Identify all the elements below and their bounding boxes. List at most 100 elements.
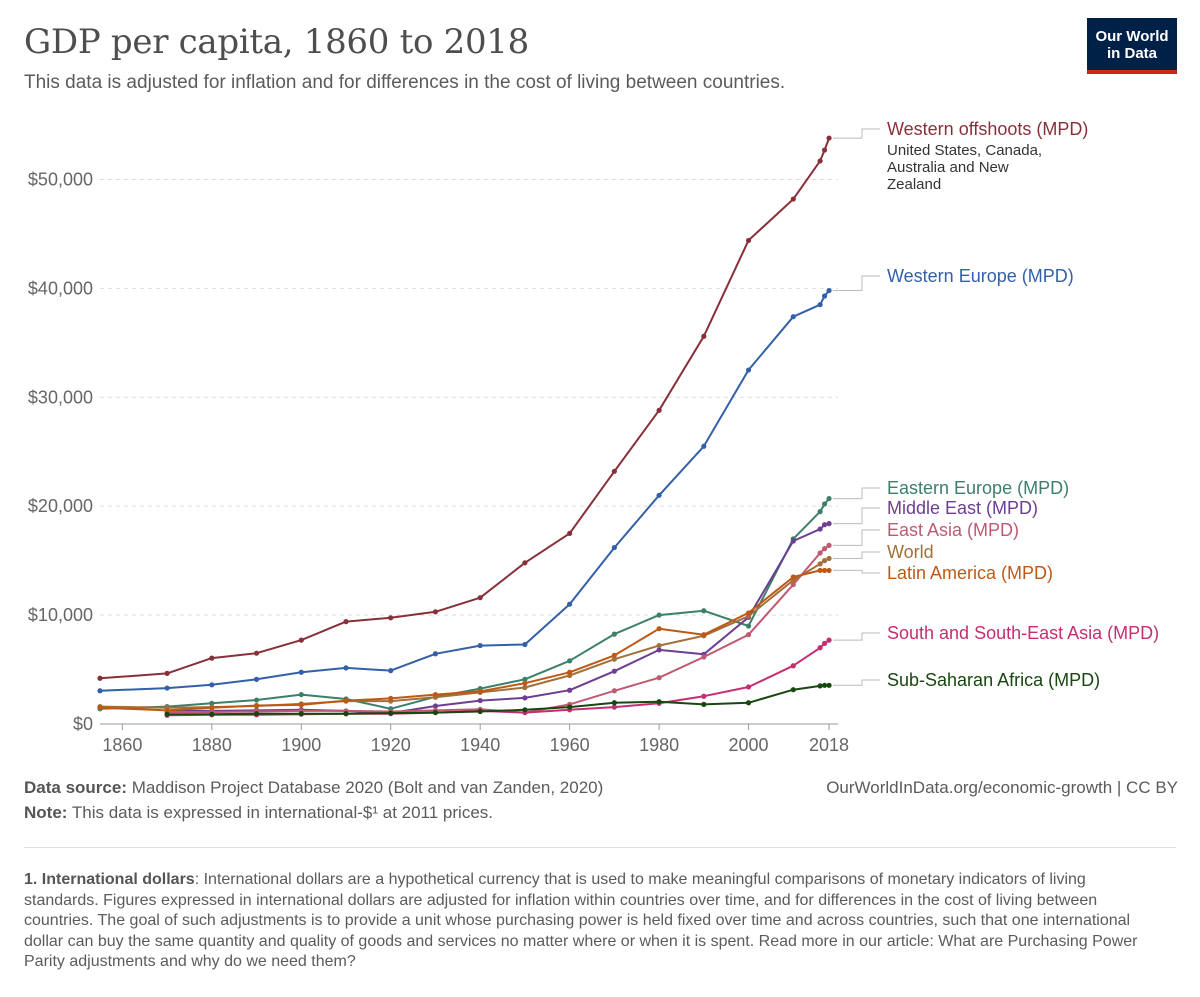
data-point	[209, 655, 215, 661]
x-tick-label: 1900	[281, 735, 321, 755]
data-point	[826, 521, 832, 527]
logo-line-2: in Data	[1106, 45, 1157, 62]
data-point	[611, 631, 617, 637]
x-tick-label: 1940	[460, 735, 500, 755]
data-point	[745, 700, 752, 706]
footnote-text: : International dollars are a hypothetic…	[24, 871, 1138, 970]
data-point	[821, 640, 828, 647]
data-point	[298, 711, 304, 717]
data-point	[522, 680, 528, 686]
data-point	[745, 610, 752, 616]
data-point	[97, 688, 103, 694]
x-tick-label: 1860	[102, 735, 142, 755]
data-point	[477, 642, 483, 649]
data-point	[790, 574, 796, 580]
data-point	[298, 691, 304, 698]
series-line	[99, 497, 830, 710]
data-point	[656, 626, 662, 632]
data-point	[817, 561, 823, 567]
data-point	[817, 526, 823, 532]
data-point	[388, 695, 394, 702]
data-point	[567, 669, 573, 675]
data-point	[343, 619, 349, 625]
data-point	[790, 663, 796, 669]
owid-logo[interactable]: Our World in Data	[1087, 18, 1177, 74]
data-point	[522, 641, 528, 648]
series-sublabel: Australia and New	[887, 159, 1009, 176]
data-point	[253, 650, 260, 656]
series-label: East Asia (MPD)	[887, 520, 1019, 540]
data-point	[611, 544, 617, 551]
data-point	[164, 707, 170, 713]
data-point	[656, 407, 662, 413]
chart-note: Note: This data is expressed in internat…	[24, 803, 493, 823]
data-point	[826, 567, 832, 574]
footnote-label: 1. International dollars	[24, 871, 195, 888]
series-label: Middle East (MPD)	[887, 498, 1038, 518]
data-point	[164, 711, 170, 717]
data-point	[656, 699, 662, 705]
data-point	[253, 702, 260, 709]
data-point	[567, 530, 573, 537]
data-point	[790, 196, 796, 202]
series-line	[99, 289, 830, 692]
series-sublabel: Zealand	[887, 176, 941, 193]
data-point	[298, 669, 304, 675]
data-point	[522, 560, 528, 566]
chart-subtitle: This data is adjusted for inflation and …	[24, 72, 786, 93]
footnote: 1. International dollars: International …	[24, 870, 1164, 973]
data-point	[611, 704, 617, 710]
data-point	[298, 702, 304, 708]
label-connector	[833, 487, 880, 500]
logo-line-1: Our World	[1095, 28, 1169, 45]
data-source: Data source: Maddison Project Database 2…	[24, 778, 603, 798]
label-connector	[833, 529, 880, 546]
series-label: Western Europe (MPD)	[887, 266, 1074, 286]
data-point	[656, 642, 662, 649]
data-source-label: Data source:	[24, 778, 127, 797]
series-label: Eastern Europe (MPD)	[887, 478, 1069, 498]
line-chart: $0 $10,000 $20,000 $30,000 $40,000 $50,000 186…	[28, 119, 1159, 755]
data-point	[388, 615, 394, 621]
y-tick-label: $30,000	[28, 387, 93, 407]
x-tick-label: 1980	[639, 735, 679, 755]
data-point	[817, 302, 823, 308]
label-connector	[833, 275, 880, 291]
data-point	[745, 632, 752, 638]
data-point	[701, 443, 707, 449]
data-point	[817, 509, 823, 515]
data-point	[164, 670, 170, 676]
data-point	[209, 700, 215, 706]
data-point	[821, 147, 828, 153]
x-tick-label: 1880	[192, 735, 232, 755]
data-point	[701, 654, 707, 660]
data-point	[388, 710, 394, 716]
data-point	[97, 675, 103, 681]
data-point	[97, 705, 103, 711]
data-point	[567, 704, 573, 710]
data-point	[567, 687, 573, 693]
data-point	[826, 637, 832, 643]
data-point	[522, 695, 528, 701]
data-point	[826, 682, 832, 688]
data-point	[477, 708, 483, 715]
label-connector	[833, 128, 880, 139]
data-point	[745, 684, 752, 690]
data-point	[817, 683, 823, 689]
data-point	[821, 522, 828, 528]
series-label: Western offshoots (MPD)	[887, 119, 1088, 139]
data-point	[826, 287, 832, 294]
data-point	[611, 668, 617, 674]
data-point	[817, 158, 823, 164]
data-point	[821, 558, 828, 564]
x-tick-label: 1920	[371, 735, 411, 755]
source-url-link[interactable]: OurWorldInData.org/economic-growth | CC …	[826, 778, 1178, 797]
data-point	[343, 665, 349, 671]
y-tick-label: $0	[73, 714, 93, 734]
data-point	[826, 135, 832, 141]
data-point	[826, 555, 832, 562]
data-point	[745, 367, 752, 373]
data-point	[253, 711, 260, 717]
data-point	[522, 684, 528, 691]
data-point	[821, 501, 828, 507]
